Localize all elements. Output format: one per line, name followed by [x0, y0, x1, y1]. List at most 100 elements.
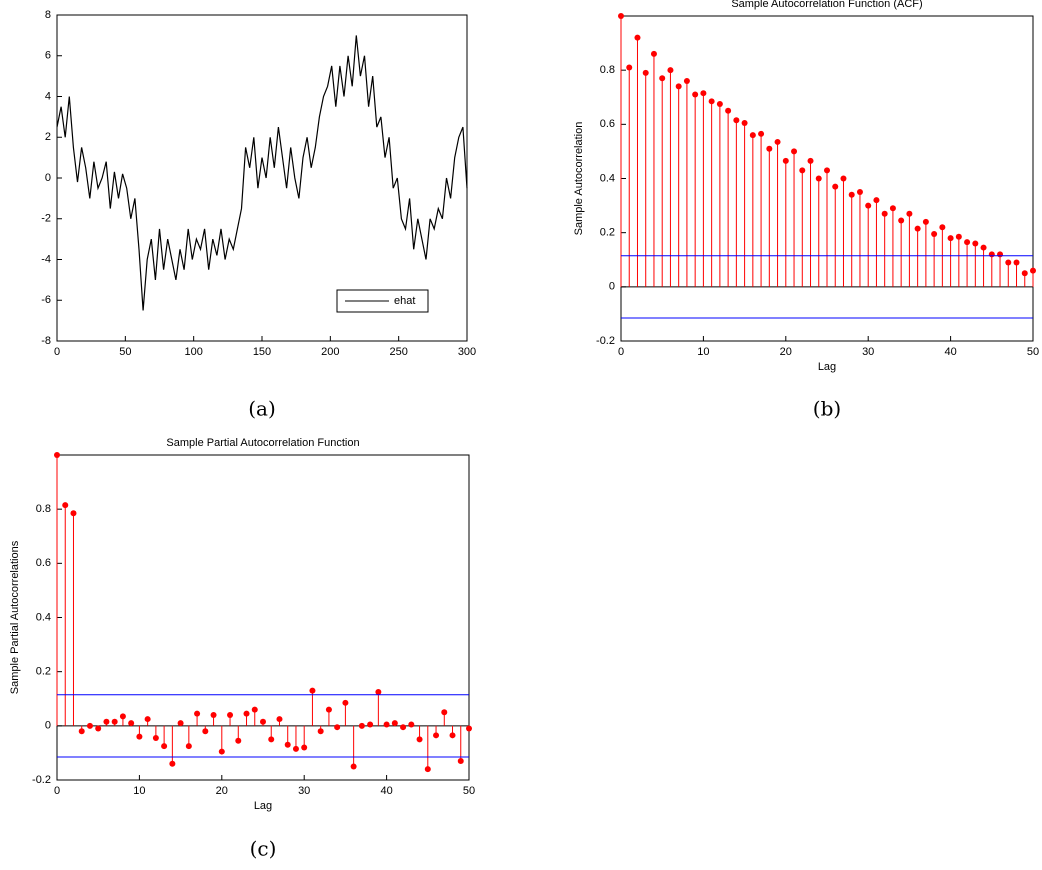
stem-marker — [367, 721, 374, 728]
stem-marker — [972, 240, 979, 247]
stem-marker — [741, 119, 748, 126]
stem-marker — [62, 502, 69, 509]
stem-marker — [144, 716, 151, 723]
y-tick-label: -4 — [41, 253, 51, 265]
y-tick-label: 0.8 — [600, 64, 615, 76]
x-tick-label: 30 — [298, 785, 310, 797]
stem-marker — [342, 699, 349, 706]
stem-marker — [152, 735, 159, 742]
stem-marker — [185, 743, 192, 750]
stem-marker — [111, 718, 118, 725]
stem-marker — [824, 167, 830, 174]
stem-marker — [749, 132, 756, 139]
y-tick-label: -2 — [41, 213, 51, 225]
stem-marker — [227, 712, 234, 718]
stem-marker — [914, 225, 921, 232]
stem-marker — [815, 175, 822, 182]
stem-marker — [791, 148, 798, 155]
stem-marker — [997, 251, 1004, 258]
x-tick-label: 100 — [184, 346, 202, 358]
stem-marker — [1013, 259, 1020, 266]
y-axis-label: Sample Partial Autocorrelations — [9, 540, 21, 694]
stem-marker — [243, 710, 250, 717]
stem-marker — [334, 724, 341, 731]
x-tick-label: 150 — [253, 346, 271, 358]
stem-marker — [939, 224, 946, 231]
x-tick-label: 0 — [618, 346, 624, 358]
y-tick-label: 0.6 — [600, 118, 615, 130]
y-tick-label: 0.4 — [36, 611, 51, 623]
stem-marker — [667, 67, 674, 74]
stem-marker — [848, 191, 855, 198]
y-tick-label: 4 — [45, 90, 51, 102]
stem-marker — [95, 725, 102, 732]
y-tick-label: 0.8 — [36, 503, 51, 515]
stem-marker — [898, 217, 905, 224]
y-tick-label: 0.2 — [600, 227, 615, 239]
x-tick-label: 250 — [389, 346, 407, 358]
stem-marker — [161, 743, 168, 750]
stem-marker — [128, 720, 135, 727]
y-tick-label: -8 — [41, 335, 51, 347]
stem-marker — [988, 251, 995, 258]
x-tick-label: 20 — [216, 785, 228, 797]
stem-marker — [400, 724, 407, 731]
stem-marker — [766, 145, 773, 152]
legend-label: ehat — [394, 295, 415, 307]
y-tick-label: 0.2 — [36, 666, 51, 678]
y-tick-label: 0.4 — [600, 172, 615, 184]
stem-marker — [873, 197, 880, 204]
stem-marker — [309, 687, 316, 694]
stem-marker — [1021, 270, 1028, 277]
x-axis-label: Lag — [818, 361, 836, 373]
chart-title: Sample Partial Autocorrelation Function — [166, 437, 359, 449]
stem-marker — [210, 712, 217, 718]
x-tick-label: 50 — [119, 346, 131, 358]
x-tick-label: 0 — [54, 346, 60, 358]
stem-marker — [964, 239, 971, 246]
stem-marker — [725, 107, 732, 114]
series-line — [56, 35, 468, 311]
y-tick-label: 0.6 — [36, 557, 51, 569]
stem-marker — [675, 83, 682, 90]
stem-marker — [466, 725, 472, 732]
stem-marker — [276, 716, 283, 723]
stem-marker — [268, 736, 275, 743]
stem-marker — [922, 218, 929, 225]
stem-marker — [260, 718, 266, 725]
stem-marker — [292, 745, 299, 752]
stem-marker — [881, 210, 888, 217]
stem-marker — [375, 688, 382, 695]
axes-box — [56, 454, 470, 781]
stem-marker — [807, 157, 814, 164]
x-tick-label: 50 — [1027, 346, 1039, 358]
chart-title: Sample Autocorrelation Function (ACF) — [731, 0, 922, 10]
stem-marker — [350, 763, 357, 770]
stem-marker — [194, 710, 201, 717]
stem-marker — [642, 69, 649, 76]
x-tick-label: 20 — [780, 346, 792, 358]
stem-marker — [78, 728, 85, 735]
stem-marker — [865, 202, 872, 209]
stem-marker — [799, 167, 806, 174]
stem-marker — [103, 718, 110, 725]
stem-marker — [433, 732, 440, 739]
y-tick-label: 0 — [609, 281, 615, 293]
caption: (c) — [250, 837, 277, 861]
stem-marker — [284, 741, 291, 748]
x-tick-label: 30 — [862, 346, 874, 358]
y-axis-label: Sample Autocorrelation — [573, 122, 585, 236]
x-tick-label: 40 — [944, 346, 956, 358]
x-tick-label: 200 — [321, 346, 339, 358]
stem-marker — [70, 510, 77, 517]
stem-marker — [955, 233, 962, 240]
stem-marker — [716, 101, 723, 108]
x-tick-label: 0 — [54, 785, 60, 797]
stem-marker — [86, 722, 93, 729]
stem-marker — [54, 452, 60, 458]
x-tick-label: 40 — [380, 785, 392, 797]
stem-marker — [659, 75, 666, 82]
stem-marker — [424, 766, 431, 773]
stem-marker — [441, 709, 448, 716]
